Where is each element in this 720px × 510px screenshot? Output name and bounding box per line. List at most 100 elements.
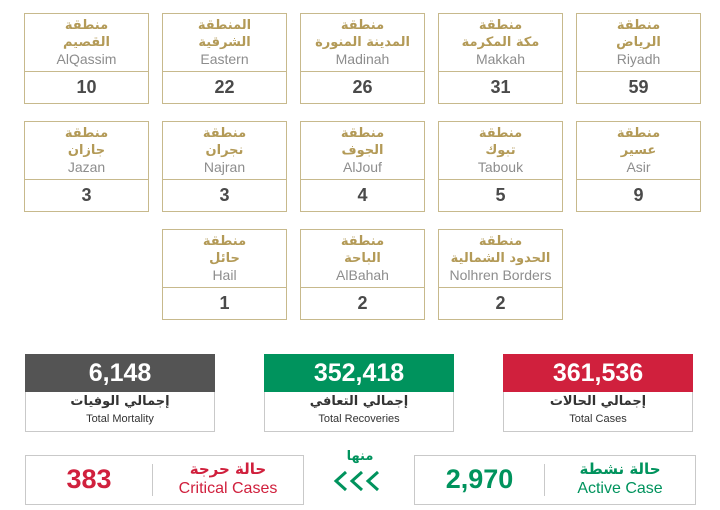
region-label: منطقة المدينة المنورة Madinah	[301, 14, 424, 72]
region-card-aljouf: منطقة الجوف AlJouf 4	[300, 121, 425, 212]
region-en-name: Nolhren Borders	[449, 267, 552, 283]
region-card-northern-borders: منطقة الحدود الشمالية Nolhren Borders 2	[438, 229, 563, 320]
region-count: 5	[495, 185, 506, 205]
region-ar-name: الجوف	[341, 143, 384, 158]
region-count: 3	[81, 185, 92, 205]
total-mortality-box: 6,148 إجمالي الوفيات Total Mortality	[25, 354, 215, 432]
total-recoveries-box: 352,418 إجمالي التعافي Total Recoveries	[264, 354, 454, 432]
active-case-label: حالة نشطة Active Case	[545, 456, 695, 504]
region-count: 9	[633, 185, 644, 205]
total-mortality-value: 6,148	[25, 354, 215, 392]
region-label: منطقة الباحة AlBahah	[301, 230, 424, 288]
region-ar-name: الرياض	[616, 35, 661, 50]
region-card-riyadh: منطقة الرياض Riyadh 59	[576, 13, 701, 104]
region-en-name: AlQassim	[56, 51, 117, 67]
region-label: منطقة مكة المكرمة Makkah	[439, 14, 562, 72]
region-ar-prefix: منطقة	[64, 18, 109, 33]
region-ar-name: المدينة المنورة	[315, 35, 410, 50]
region-count: 2	[357, 293, 368, 313]
region-count: 26	[352, 77, 373, 97]
region-en-name: Jazan	[67, 159, 106, 175]
total-mortality-label: إجمالي الوفيات Total Mortality	[25, 392, 215, 432]
total-cases-en: Total Cases	[569, 413, 627, 425]
region-ar-name: جازان	[67, 143, 106, 158]
total-mortality-ar: إجمالي الوفيات	[70, 394, 170, 409]
active-case-en: Active Case	[577, 480, 663, 497]
of-which-label: منها	[346, 449, 374, 464]
total-cases-ar: إجمالي الحالات	[549, 394, 647, 409]
region-card-hail: منطقة حائل Hail 1	[162, 229, 287, 320]
critical-cases-box: 383 حالة حرجة Critical Cases	[25, 455, 304, 505]
total-mortality-en: Total Mortality	[86, 413, 154, 425]
total-cases-label: إجمالي الحالات Total Cases	[503, 392, 693, 432]
region-ar-name: مكة المكرمة	[461, 35, 540, 50]
region-count: 22	[214, 77, 235, 97]
region-count: 31	[490, 77, 511, 97]
region-card-makkah: منطقة مكة المكرمة Makkah 31	[438, 13, 563, 104]
region-en-name: Najran	[203, 159, 246, 175]
region-card-jazan: منطقة جازان Jazan 3	[24, 121, 149, 212]
region-label: المنطقة الشرقية Eastern	[163, 14, 286, 72]
total-recoveries-ar: إجمالي التعافي	[309, 394, 409, 409]
region-count: 59	[628, 77, 649, 97]
region-ar-prefix: منطقة	[616, 126, 661, 141]
region-ar-name: عسير	[620, 143, 657, 158]
total-recoveries-en: Total Recoveries	[318, 413, 400, 425]
region-ar-prefix: منطقة	[340, 234, 385, 249]
region-en-name: Asir	[626, 159, 651, 175]
critical-cases-en: Critical Cases	[178, 480, 278, 497]
region-label: منطقة القصيم AlQassim	[25, 14, 148, 72]
region-card-tabouk: منطقة تبوك Tabouk 5	[438, 121, 563, 212]
region-label: منطقة عسير Asir	[577, 122, 700, 180]
region-label: منطقة حائل Hail	[163, 230, 286, 288]
region-ar-prefix: منطقة	[478, 18, 523, 33]
of-which-indicator: منها	[315, 448, 405, 492]
region-ar-prefix: منطقة	[340, 18, 385, 33]
region-label: منطقة الحدود الشمالية Nolhren Borders	[439, 230, 562, 288]
region-count: 2	[495, 293, 506, 313]
region-ar-prefix: منطقة	[478, 234, 523, 249]
region-en-name: Eastern	[200, 51, 249, 67]
region-ar-name: الشرقية	[198, 35, 251, 50]
region-label: منطقة تبوك Tabouk	[439, 122, 562, 180]
region-en-name: AlBahah	[336, 267, 389, 283]
region-card-najran: منطقة نجران Najran 3	[162, 121, 287, 212]
region-ar-prefix: منطقة	[340, 126, 385, 141]
active-case-value: 2,970	[445, 464, 514, 494]
region-label: منطقة جازان Jazan	[25, 122, 148, 180]
region-ar-prefix: المنطقة	[197, 18, 252, 33]
region-en-name: Riyadh	[616, 51, 661, 67]
region-ar-name: نجران	[205, 143, 244, 158]
region-card-alqassim: منطقة القصيم AlQassim 10	[24, 13, 149, 104]
total-cases-box: 361,536 إجمالي الحالات Total Cases	[503, 354, 693, 432]
region-count: 3	[219, 185, 230, 205]
total-recoveries-label: إجمالي التعافي Total Recoveries	[264, 392, 454, 432]
region-en-name: Makkah	[475, 51, 526, 67]
region-ar-name: الباحة	[344, 251, 381, 266]
region-ar-name: حائل	[209, 251, 240, 266]
region-ar-prefix: منطقة	[616, 18, 661, 33]
region-card-albahah: منطقة الباحة AlBahah 2	[300, 229, 425, 320]
total-recoveries-value: 352,418	[264, 354, 454, 392]
region-en-name: AlJouf	[343, 159, 382, 175]
region-en-name: Madinah	[335, 51, 390, 67]
region-ar-prefix: منطقة	[478, 126, 523, 141]
region-en-name: Hail	[212, 267, 237, 283]
region-ar-prefix: منطقة	[64, 126, 109, 141]
divider	[544, 464, 545, 496]
region-ar-name: تبوك	[485, 143, 516, 158]
triple-chevron-left-icon	[333, 470, 380, 492]
region-ar-name: الحدود الشمالية	[450, 251, 551, 266]
region-ar-prefix: منطقة	[202, 234, 247, 249]
region-count: 10	[76, 77, 97, 97]
region-label: منطقة الرياض Riyadh	[577, 14, 700, 72]
critical-cases-ar: حالة حرجة	[189, 460, 267, 478]
active-case-box: 2,970 حالة نشطة Active Case	[414, 455, 696, 505]
region-card-asir: منطقة عسير Asir 9	[576, 121, 701, 212]
region-label: منطقة الجوف AlJouf	[301, 122, 424, 180]
region-label: منطقة نجران Najran	[163, 122, 286, 180]
active-case-ar: حالة نشطة	[579, 460, 661, 478]
total-cases-value: 361,536	[503, 354, 693, 392]
divider	[152, 464, 153, 496]
region-card-eastern: المنطقة الشرقية Eastern 22	[162, 13, 287, 104]
